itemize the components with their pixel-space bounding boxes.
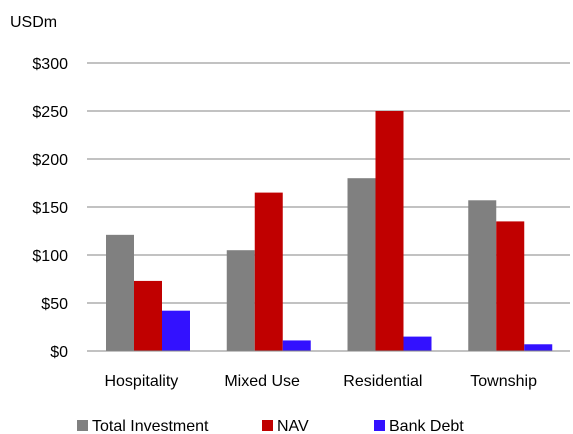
x-tick-label: Township (470, 373, 537, 390)
bar-total-investment-hospitality (106, 234, 134, 351)
y-tick-label: $250 (32, 104, 68, 121)
legend-label: Bank Debt (389, 418, 464, 434)
legend-swatch (77, 420, 88, 431)
x-tick-label: Residential (343, 373, 422, 390)
bar-nav-township (496, 221, 525, 351)
legend-item: Bank Debt (374, 418, 464, 434)
legend-item: Total Investment (77, 418, 209, 434)
unit-label: USDm (10, 14, 57, 31)
legend-label: Total Investment (92, 418, 209, 434)
bar-bank-debt-hospitality (162, 310, 190, 351)
bar-total-investment-residential (347, 178, 376, 351)
y-tick-label: $0 (50, 344, 68, 361)
x-tick-label: Hospitality (104, 373, 178, 390)
bar-bank-debt-residential (403, 336, 432, 351)
bar-total-investment-township (468, 200, 497, 351)
y-axis-ticks: $0 $50 $100 $150 $200 $250 $300 (32, 56, 68, 361)
y-tick-label: $100 (32, 248, 68, 265)
y-tick-label: $300 (32, 56, 68, 73)
y-tick-label: $200 (32, 152, 68, 169)
x-axis-ticks: Hospitality Mixed Use Residential Township (104, 373, 537, 390)
bars (106, 111, 553, 351)
bar-nav-residential (375, 111, 404, 351)
legend-swatch (374, 420, 385, 431)
y-tick-label: $150 (32, 200, 68, 217)
bar-bank-debt-township (524, 344, 553, 351)
x-tick-label: Mixed Use (224, 373, 300, 390)
bar-total-investment-mixed-use (226, 250, 255, 351)
legend: Total Investment NAV Bank Debt (77, 418, 464, 434)
bar-bank-debt-mixed-use (282, 340, 311, 351)
legend-label: NAV (277, 418, 309, 434)
legend-swatch (262, 420, 273, 431)
bar-nav-hospitality (134, 280, 162, 351)
bar-nav-mixed-use (254, 192, 283, 351)
y-tick-label: $50 (41, 296, 68, 313)
legend-item: NAV (262, 418, 309, 434)
